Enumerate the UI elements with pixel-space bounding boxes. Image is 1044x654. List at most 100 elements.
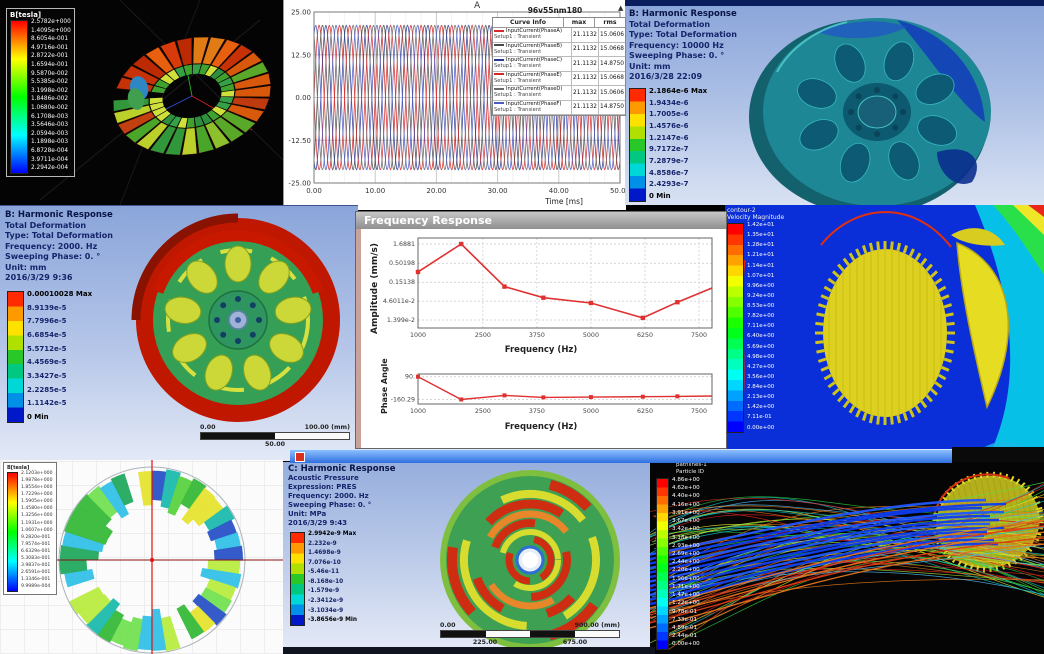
legend-value: 2.2942e-004 <box>31 165 69 172</box>
svg-text:1000: 1000 <box>410 332 426 339</box>
legend-value: 1.14e+01 <box>747 262 775 269</box>
legend-value: 4.27e+00 <box>747 363 775 370</box>
legend-value: 4.89e-01 <box>672 624 698 631</box>
legend-value: 3.9711e-004 <box>31 156 69 163</box>
amplitude-chart: 1000 2500 3750 5000 6250 7500 1.6881 0.50198 0.1… <box>383 237 713 339</box>
svg-text:30.00: 30.00 <box>488 187 508 195</box>
pathlines-legend: pathlines-1 Particle ID 4.86e+00 4.62e+00… <box>656 462 707 650</box>
legend-value: -8.168e-10 <box>308 578 344 585</box>
amplitude-axis-label: Amplitude (mm/s) <box>370 243 380 334</box>
curve-table-row: InputCurrent(PhaseC) Setup1 : Transient … <box>493 57 625 72</box>
legend-value: 1.4095e+000 <box>31 27 71 34</box>
curve-name-cell: InputCurrent(PhaseC) Setup1 : Transient <box>493 57 572 71</box>
svg-text:20.00: 20.00 <box>426 187 446 195</box>
legend-value: 1.1931e+000 <box>21 520 53 526</box>
curve-rms-cell: 14.8750 <box>600 104 624 111</box>
curve-color-swatch <box>494 58 504 61</box>
result-info: B: Harmonic Response Total Deformation Typ… <box>629 9 737 83</box>
legend-value: 2.13e+00 <box>747 394 775 401</box>
svg-text:10.00: 10.00 <box>365 187 385 195</box>
curve-rms-cell: 15.0606 <box>600 31 624 38</box>
svg-text:5000: 5000 <box>583 408 599 415</box>
velocity-field-render <box>740 205 1044 460</box>
legend-value: 4.16e+00 <box>672 501 700 508</box>
legend-value: 7.2879e-7 <box>649 156 689 165</box>
legend-value: 7.11e+00 <box>747 323 775 330</box>
legend-value: 9.78e-01 <box>672 608 698 615</box>
ruler-max-label: 900.00 (mm) <box>574 622 620 629</box>
legend-value: 1.07e+01 <box>747 272 775 279</box>
colorbar <box>290 532 305 626</box>
table-header-max: max <box>564 18 595 27</box>
field-ring-render <box>18 460 283 654</box>
curve-table-row: InputCurrent(PhaseE) Setup1 : Transient … <box>493 71 625 86</box>
legend-value: 3.91e+00 <box>672 509 700 516</box>
window-bottom-strip <box>283 647 655 654</box>
pathlines-panel: pathlines-1 Particle ID 4.86e+00 4.62e+00… <box>650 460 1044 654</box>
result-info-line: 2016/3/29 9:43 <box>288 519 348 527</box>
legend-value: 1.28e+01 <box>747 242 775 249</box>
ruler-q1-label: 225.00 <box>472 639 498 646</box>
ruler-min-label: 0.00 <box>200 424 216 431</box>
legend-value: 1.96e+00 <box>672 575 700 582</box>
app-icon[interactable] <box>295 452 305 462</box>
legend-value: 3.1998e-002 <box>31 87 69 94</box>
legend-value: 0 Min <box>649 191 671 200</box>
ruler-bar <box>440 630 620 638</box>
legend-value: 8.6054e-001 <box>31 36 69 43</box>
phase-axis-label: Phase Angle <box>380 358 389 414</box>
wheel-render <box>131 213 340 422</box>
result-info-line: Total Deformation <box>629 19 711 29</box>
legend-value: 4.9716e-001 <box>31 44 69 51</box>
cfd-velocity-panel: contour-2 Velocity Magnitude 1.42e+01 1.3… <box>725 205 1044 460</box>
svg-text:0.00: 0.00 <box>306 187 322 195</box>
legend-value: 1.35e+01 <box>747 232 775 239</box>
legend-value: 2.84e+00 <box>747 384 775 390</box>
legend-value: 1.21e+01 <box>747 252 775 259</box>
legend-values: 1.42e+01 1.35e+01 1.28e+01 1.21e+01 1.14e+01… <box>747 222 775 431</box>
curve-max-cell: 21.1132 <box>572 42 599 56</box>
result-info-line: Unit: mm <box>5 262 47 272</box>
legend-value: 3.9837e-001 <box>21 563 51 569</box>
colorbar <box>656 478 669 650</box>
scroll-up-icon[interactable]: ▲ <box>618 4 624 12</box>
result-info-line: Total Deformation <box>5 220 87 230</box>
taskbar-strip-end <box>952 447 1044 462</box>
legend-value: 0.00010028 Max <box>27 290 93 298</box>
legend-value: 5.5385e-002 <box>31 79 69 86</box>
svg-text:Time [ms]: Time [ms] <box>544 197 583 206</box>
legend-value: 4.40e+00 <box>672 493 700 500</box>
stator-render <box>39 0 283 205</box>
legend-value: 3.3427e-5 <box>27 371 67 380</box>
result-info-line: Type: Total Deformation <box>629 30 737 39</box>
harmonic-response-panel-left: B: Harmonic Response Total Deformation Typ… <box>0 205 358 461</box>
legend-value: 4.4569e-5 <box>27 358 67 367</box>
legend-value: 0.00e+00 <box>672 641 700 648</box>
svg-text:5000: 5000 <box>583 332 599 339</box>
table-header-rms: rms <box>603 19 617 26</box>
legend-value: 7.11e-01 <box>747 414 772 421</box>
legend-value: 1.9878e+000 <box>21 478 53 484</box>
legend-value: 1.8554e+000 <box>21 485 53 491</box>
colorbar <box>727 223 744 433</box>
curve-info-table: Curve Info max rms InputCurrent(PhaseA) … <box>492 17 626 116</box>
deformation-legend: 2.1864e-6 Max 1.9434e-6 1.7005e-6 1.4576e-6… <box>629 87 708 202</box>
legend-value: 1.42e+00 <box>747 404 775 411</box>
harmonic-response-panel-top: B: Harmonic Response Total Deformation Typ… <box>625 0 1044 205</box>
legend-values: 2.1203e+000 1.9878e+000 1.8554e+000 1.7229e… <box>21 471 53 590</box>
legend-value: 4.62e+00 <box>672 485 700 492</box>
legend-value: 2.6591e-001 <box>21 570 51 576</box>
legend-values: 2.9942e-9 Max 2.232e-9 1.4698e-9 7.076e-10 -… <box>308 531 357 624</box>
result-info-line: Unit: mm <box>629 61 671 71</box>
window-titlebar[interactable]: Frequency Response <box>356 212 726 229</box>
legend-value: 2.44e-01 <box>672 633 698 640</box>
scale-ruler: 0.00 100.00 (mm) 50.00 <box>200 424 350 449</box>
svg-text:12.50: 12.50 <box>291 51 311 59</box>
svg-text:-25.00: -25.00 <box>288 180 311 188</box>
window-title: Frequency Response <box>364 214 492 227</box>
legend-value: 2.1864e-6 Max <box>649 87 708 95</box>
svg-text:7500: 7500 <box>691 332 707 339</box>
wheel-render <box>749 18 991 205</box>
scale-ruler: 0.00 900.00 (mm) 225.00 675.00 <box>440 622 620 647</box>
